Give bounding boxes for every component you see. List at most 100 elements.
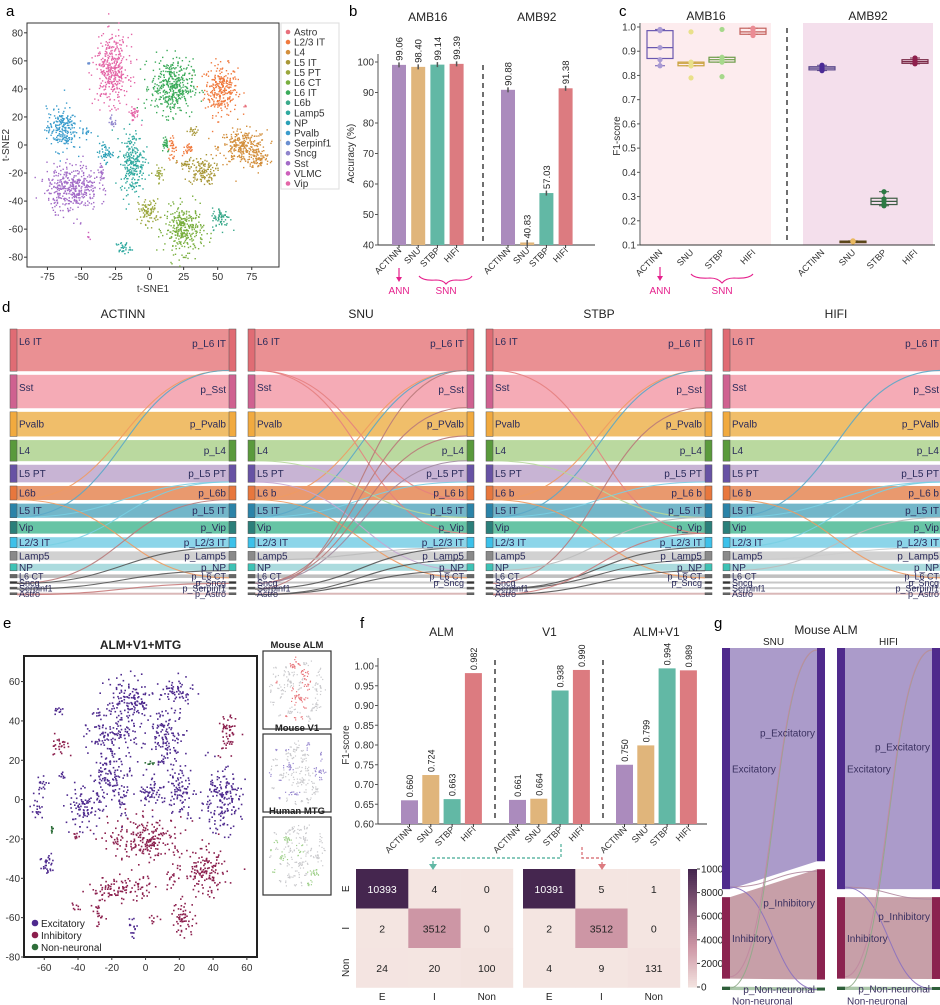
- scatter-point: [79, 164, 82, 167]
- scatter-point: [121, 67, 123, 70]
- scatter-point: [133, 711, 135, 714]
- scatter-point: [52, 137, 55, 139]
- scatter-point: [224, 144, 226, 146]
- scatter-point: [160, 70, 162, 73]
- scatter-point: [63, 127, 66, 129]
- scatter-point: [189, 226, 191, 228]
- data-point: [688, 29, 694, 35]
- scatter-point: [226, 782, 229, 784]
- scatter-point: [68, 179, 70, 181]
- scatter-point: [207, 173, 210, 175]
- scatter-point: [125, 795, 127, 797]
- scatter-point: [176, 94, 178, 96]
- scatter-point: [106, 738, 108, 740]
- scatter-point: [57, 118, 59, 120]
- scatter-point: [238, 140, 240, 142]
- scatter-point: [125, 133, 127, 135]
- scatter-point: [111, 754, 114, 757]
- scatter-point: [164, 97, 167, 99]
- node-left-sst: [722, 374, 731, 409]
- scatter-point: [250, 154, 252, 156]
- legend-marker: [285, 100, 291, 105]
- scatter-point: [139, 166, 141, 168]
- scatter-point: [225, 211, 227, 213]
- scatter-point: [99, 762, 102, 764]
- scatter-point: [57, 185, 59, 187]
- scatter-point: [188, 220, 190, 222]
- scatter-point: [175, 248, 177, 250]
- scatter-point: [151, 99, 153, 102]
- scatter-point: [145, 60, 148, 62]
- scatter-point: [175, 67, 177, 69]
- left-label: L5 IT: [19, 506, 42, 517]
- scatter-point: [150, 211, 153, 213]
- scatter-point: [53, 122, 55, 124]
- scatter-point: [172, 141, 174, 143]
- scatter-point: [53, 138, 55, 141]
- scatter-point: [181, 254, 183, 256]
- flow-np: [730, 563, 940, 571]
- scatter-point: [163, 733, 166, 736]
- scatter-point: [171, 219, 173, 221]
- scatter-point: [73, 801, 75, 803]
- scatter-point: [219, 152, 221, 154]
- scatter-point: [105, 154, 107, 156]
- scatter-point: [57, 116, 59, 118]
- scatter-point: [142, 742, 144, 745]
- scatter-point: [210, 85, 212, 87]
- scatter-point: [134, 164, 136, 166]
- scatter-point: [80, 191, 82, 193]
- data-point: [688, 75, 694, 81]
- scatter-point: [49, 123, 52, 125]
- scatter-point: [110, 122, 113, 124]
- scatter-point: [58, 711, 61, 713]
- scatter-point: [60, 115, 63, 117]
- scatter-point: [113, 753, 116, 755]
- scatter-point: [221, 77, 223, 79]
- scatter-point: [72, 195, 75, 198]
- scatter-point: [132, 177, 134, 179]
- scatter-point: [232, 98, 234, 100]
- scatter-point: [214, 145, 216, 148]
- scatter-point: [116, 84, 118, 86]
- scatter-point: [61, 122, 63, 124]
- scatter-point: [119, 53, 121, 55]
- scatter-point: [144, 161, 146, 163]
- scatter-point: [126, 168, 129, 170]
- data-point: [719, 26, 725, 33]
- scatter-point: [112, 58, 115, 61]
- scatter-point: [123, 701, 126, 704]
- scatter-point: [124, 737, 126, 740]
- scatter-point: [171, 83, 173, 85]
- scatter-point: [63, 110, 65, 113]
- scatter-point: [110, 80, 112, 83]
- scatter-point: [87, 812, 89, 814]
- scatter-point: [67, 203, 70, 205]
- scatter-point: [96, 151, 99, 153]
- scatter-point: [204, 165, 206, 167]
- scatter-point: [215, 167, 217, 170]
- scatter-point: [208, 180, 210, 182]
- y-tick-label: 90: [363, 88, 375, 99]
- scatter-point: [179, 691, 181, 693]
- left-label: Sst: [495, 383, 510, 394]
- scatter-point: [108, 78, 110, 80]
- scatter-point: [106, 747, 109, 750]
- scatter-point: [179, 66, 181, 68]
- scatter-point: [128, 697, 130, 699]
- legend-label: L5 PT: [294, 68, 321, 79]
- y-tick-label: 0.1: [622, 241, 636, 252]
- scatter-point: [95, 726, 98, 728]
- scatter-point: [178, 786, 181, 789]
- scatter-point: [206, 181, 209, 183]
- scatter-point: [166, 753, 169, 756]
- scatter-point: [63, 89, 66, 91]
- scatter-point: [179, 203, 182, 205]
- scatter-point: [57, 141, 59, 144]
- scatter-point: [223, 134, 225, 136]
- misclassification-flow: [16, 582, 230, 596]
- scatter-point: [232, 70, 234, 72]
- flow-l4: [730, 440, 940, 462]
- scatter-point: [206, 160, 208, 162]
